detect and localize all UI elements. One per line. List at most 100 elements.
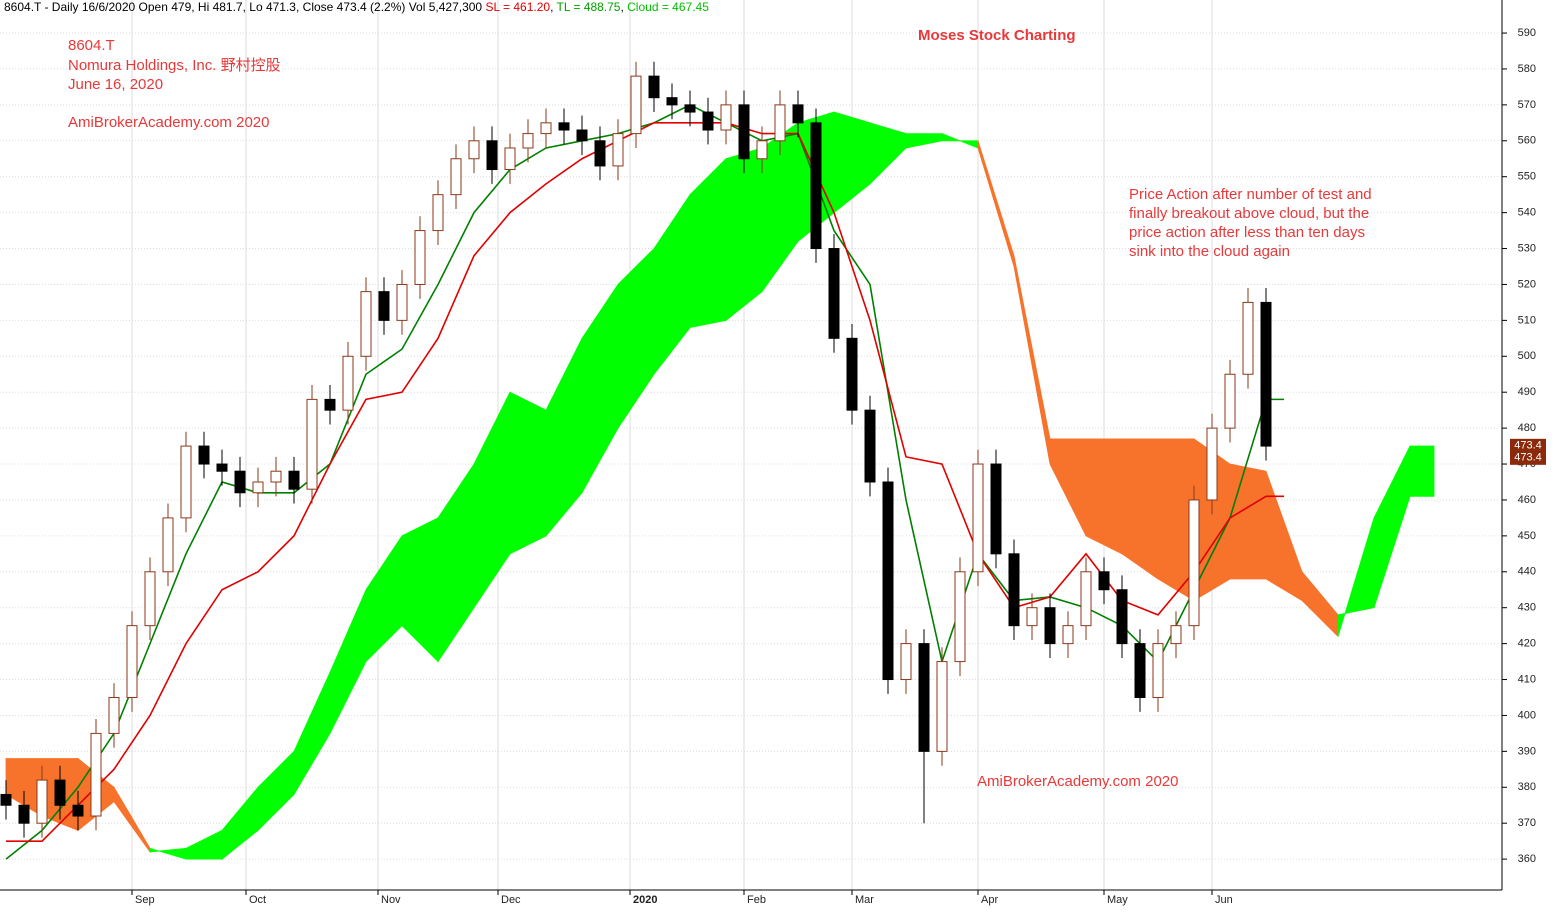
candle-body — [432, 194, 444, 232]
brand: Moses Stock Charting — [918, 27, 1076, 44]
x-tick-label: Oct — [249, 894, 266, 906]
candle-body — [180, 445, 192, 519]
axes: 3603703803904004104204304404504604704804… — [131, 27, 1546, 906]
y-tick-label: 430 — [1518, 602, 1536, 614]
y-tick-label: 500 — [1518, 350, 1536, 362]
site-top: AmiBrokerAcademy.com 2020 — [68, 114, 269, 131]
candle-body — [900, 643, 912, 681]
candle-body — [792, 104, 804, 124]
candle-body — [558, 122, 570, 131]
candle-body — [216, 463, 228, 472]
candle-body — [1260, 301, 1272, 447]
candle-body — [522, 133, 534, 149]
candle-body — [972, 463, 984, 573]
candle-body — [810, 122, 822, 250]
date: June 16, 2020 — [68, 76, 163, 93]
y-tick-label: 360 — [1518, 853, 1536, 865]
y-tick-label: 390 — [1518, 745, 1536, 757]
y-tick-label: 460 — [1518, 494, 1536, 506]
header: 8604.T - Daily 16/6/2020 Open 479, Hi 48… — [4, 0, 709, 14]
x-tick-label: May — [1107, 894, 1128, 906]
candle-body — [18, 804, 30, 824]
x-tick-label: Nov — [381, 894, 401, 906]
candle-body — [1098, 571, 1110, 591]
candle-body — [144, 571, 156, 627]
y-tick-label: 380 — [1518, 781, 1536, 793]
candle-body — [1026, 607, 1038, 627]
candle-body — [396, 283, 408, 321]
site-bottom: AmiBrokerAcademy.com 2020 — [977, 773, 1178, 790]
candle-body — [1044, 607, 1056, 645]
candle-body — [1224, 373, 1236, 429]
x-tick-label: Dec — [501, 894, 521, 906]
y-tick-label: 570 — [1518, 99, 1536, 111]
candle-body — [540, 122, 552, 135]
candle-body — [1188, 499, 1200, 627]
y-tick-label: 410 — [1518, 673, 1536, 685]
candle-body — [1116, 589, 1128, 645]
grid — [0, 0, 1500, 890]
price-tag — [1510, 438, 1546, 453]
indicator-line — [6, 122, 1284, 842]
header-part: 8604.T - Daily 16/6/2020 Open 479, Hi 48… — [4, 0, 485, 14]
y-tick-label: 420 — [1518, 638, 1536, 650]
comment-line: Price Action after number of test and — [1129, 186, 1372, 203]
y-tick-label: 550 — [1518, 171, 1536, 183]
candle-body — [576, 129, 588, 142]
cloud-segment — [1409, 445, 1435, 497]
candle-body — [1206, 427, 1218, 501]
candle-body — [738, 104, 750, 160]
y-tick-label: 440 — [1518, 566, 1536, 578]
candle-body — [1170, 625, 1182, 645]
candle-body — [1080, 571, 1092, 627]
header-part: TL = 488.75 — [557, 0, 621, 14]
candle-body — [828, 248, 840, 339]
candle-body — [450, 158, 462, 196]
candle-body — [846, 337, 858, 411]
y-tick-label: 580 — [1518, 63, 1536, 75]
candle-body — [648, 75, 660, 99]
candle-body — [990, 463, 1002, 555]
candle-body — [918, 643, 930, 752]
candle-body — [504, 147, 516, 171]
cloud-segment — [725, 147, 763, 322]
candle-body — [1242, 301, 1254, 375]
y-tick-label: 530 — [1518, 242, 1536, 254]
candle-body — [252, 481, 264, 494]
candle-body — [702, 111, 714, 131]
header-part: , — [620, 0, 627, 14]
x-tick-label: Feb — [747, 894, 766, 906]
y-tick-label: 370 — [1518, 817, 1536, 829]
candle-body — [756, 140, 768, 160]
y-tick-label: 450 — [1518, 530, 1536, 542]
price-tag-label: 473.4 — [1514, 452, 1542, 464]
y-tick-label: 480 — [1518, 422, 1536, 434]
y-tick-label: 400 — [1518, 709, 1536, 721]
comment-line: finally breakout above cloud, but the — [1129, 205, 1369, 222]
candle-body — [720, 104, 732, 131]
x-tick-label: Sep — [135, 894, 155, 906]
candle-body — [108, 696, 120, 734]
candle-body — [414, 230, 426, 285]
y-tick-label: 490 — [1518, 386, 1536, 398]
candle-body — [270, 470, 282, 483]
candle-body — [306, 398, 318, 490]
candle-body — [0, 793, 12, 806]
candle-body — [864, 409, 876, 483]
x-tick-label: Mar — [855, 894, 874, 906]
candle-body — [342, 355, 354, 411]
x-tick-label: Apr — [981, 894, 998, 906]
header-part: Cloud = 467.45 — [627, 0, 709, 14]
symbol: 8604.T — [68, 37, 115, 54]
cloud-segment — [1121, 438, 1159, 580]
x-tick-label: 2020 — [633, 894, 657, 906]
header-part: , — [550, 0, 556, 14]
candle-body — [882, 481, 894, 681]
candle-body — [360, 291, 372, 357]
candle-body — [54, 779, 66, 806]
company: Nomura Holdings, Inc. 野村控股 — [68, 57, 281, 74]
candle-body — [1152, 643, 1164, 698]
header-part: SL = 461.20 — [485, 0, 550, 14]
candle-body — [234, 470, 246, 494]
